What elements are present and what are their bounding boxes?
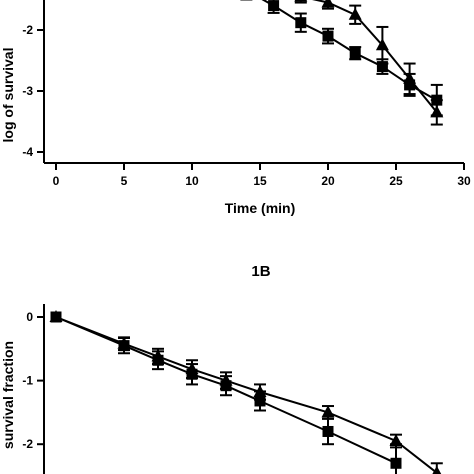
- x-axis-label: Time (min): [225, 200, 296, 216]
- y-tick-label: -2: [22, 437, 33, 451]
- data-point-triangle: [253, 385, 267, 398]
- data-point-triangle: [151, 349, 165, 362]
- data-point-triangle: [403, 71, 417, 84]
- data-point-triangle: [389, 434, 403, 447]
- data-point-triangle: [321, 405, 335, 418]
- y-tick-label: 0: [26, 310, 33, 324]
- data-point-triangle: [375, 38, 389, 51]
- y-tick-label: -2: [22, 23, 33, 37]
- x-tick-label: 25: [389, 174, 403, 188]
- data-point-square: [295, 17, 307, 29]
- data-point-triangle: [432, 465, 442, 474]
- data-point-square: [390, 457, 402, 469]
- x-tick-label: 20: [321, 174, 335, 188]
- chart-1b: 1B survival fraction 0 -1 -2: [0, 263, 443, 474]
- data-point-square: [254, 395, 266, 407]
- x-tick-label: 10: [185, 174, 199, 188]
- series-line: [312, 0, 438, 113]
- chart-1a: Time (min) log of survival 0 5 10 15 20 25 30 -…: [0, 0, 471, 216]
- data-point-triangle: [321, 0, 335, 8]
- data-point-square: [268, 0, 280, 12]
- data-point-triangle: [348, 7, 362, 20]
- data-point-triangle: [294, 0, 308, 2]
- y-axis-label: survival fraction: [0, 341, 16, 449]
- y-tick-label: -1: [22, 374, 33, 388]
- x-tick-label: 30: [457, 174, 471, 188]
- data-point-triangle: [185, 362, 199, 375]
- data-point-square: [322, 425, 334, 437]
- data-point-square: [349, 47, 361, 59]
- y-tick-label: -3: [22, 84, 33, 98]
- x-tick-label: 5: [121, 174, 128, 188]
- chart-title: 1B: [251, 263, 270, 280]
- x-tick-label: 0: [53, 174, 60, 188]
- y-tick-label: -4: [22, 145, 33, 159]
- data-point-triangle: [117, 336, 131, 349]
- y-axis-label: log of survival: [0, 48, 16, 143]
- x-tick-label: 15: [253, 174, 267, 188]
- data-point-square: [376, 61, 388, 73]
- data-point-square: [322, 30, 334, 42]
- data-point-triangle: [219, 373, 233, 386]
- data-point-triangle: [49, 310, 63, 322]
- data-point-triangle: [430, 105, 444, 118]
